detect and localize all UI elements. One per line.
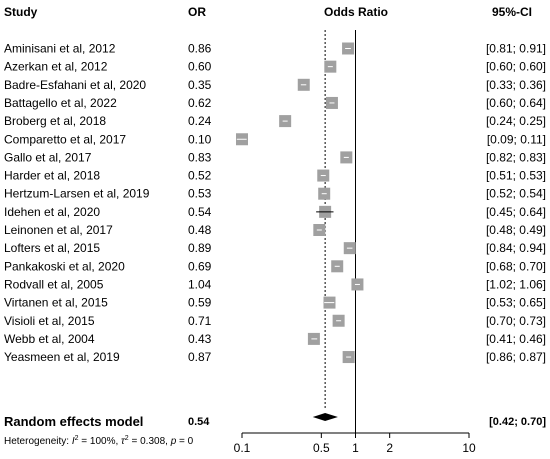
study-or: 0.52 bbox=[188, 169, 212, 183]
study-or: 0.71 bbox=[188, 314, 212, 328]
study-label: Harder et al, 2018 bbox=[4, 169, 100, 183]
x-tick-label: 10 bbox=[462, 441, 476, 455]
study-label: Broberg et al, 2018 bbox=[4, 114, 106, 128]
study-ci: [0.53; 0.65] bbox=[486, 296, 546, 310]
x-tick-label: 2 bbox=[386, 441, 393, 455]
study-rows: Aminisani et al, 2012 0.86 [0.81; 0.91] Aze… bbox=[4, 42, 546, 365]
study-ci: [0.81; 0.91] bbox=[486, 42, 546, 56]
header-ci: 95%-CI bbox=[492, 5, 532, 19]
study-or: 0.87 bbox=[188, 350, 212, 364]
study-or: 0.59 bbox=[188, 296, 212, 310]
study-label: Battagello et al, 2022 bbox=[4, 96, 117, 110]
study-label: Hertzum-Larsen et al, 2019 bbox=[4, 187, 150, 201]
study-or: 0.10 bbox=[188, 132, 212, 146]
study-ci: [0.70; 0.73] bbox=[486, 314, 546, 328]
summary-diamond bbox=[312, 413, 338, 421]
study-ci: [0.52; 0.54] bbox=[486, 187, 546, 201]
study-or: 0.54 bbox=[188, 205, 212, 219]
study-or: 0.83 bbox=[188, 150, 212, 164]
study-or: 1.04 bbox=[188, 277, 212, 291]
study-label: Yeasmeen et al, 2019 bbox=[4, 350, 120, 364]
study-ci: [0.51; 0.53] bbox=[486, 169, 546, 183]
study-or: 0.69 bbox=[188, 259, 212, 273]
study-or: 0.53 bbox=[188, 187, 212, 201]
summary-or: 0.54 bbox=[188, 416, 210, 428]
study-or: 0.62 bbox=[188, 96, 212, 110]
study-label: Webb et al, 2004 bbox=[4, 332, 95, 346]
study-or: 0.89 bbox=[188, 241, 212, 255]
reference-lines bbox=[324, 30, 356, 433]
study-label: Idehen et al, 2020 bbox=[4, 205, 100, 219]
study-label: Pankakoski et al, 2020 bbox=[4, 259, 125, 273]
study-or: 0.86 bbox=[188, 42, 212, 56]
study-ci: [0.60; 0.60] bbox=[486, 60, 546, 74]
study-or: 0.60 bbox=[188, 60, 212, 74]
study-label: Gallo et al, 2017 bbox=[4, 150, 92, 164]
study-ci: [0.60; 0.64] bbox=[486, 96, 546, 110]
x-tick-label: 1 bbox=[352, 441, 359, 455]
study-label: Lofters et al, 2015 bbox=[4, 241, 100, 255]
study-label: Leinonen et al, 2017 bbox=[4, 223, 113, 237]
study-ci: [0.86; 0.87] bbox=[486, 350, 546, 364]
study-or: 0.48 bbox=[188, 223, 212, 237]
study-label: Comparetto et al, 2017 bbox=[4, 132, 126, 146]
study-label: Badre-Esfahani et al, 2020 bbox=[4, 78, 146, 92]
study-ci: [0.09; 0.11] bbox=[487, 132, 546, 146]
header-odds-ratio: Odds Ratio bbox=[324, 5, 388, 19]
study-or: 0.24 bbox=[188, 114, 212, 128]
study-label: Virtanen et al, 2015 bbox=[4, 296, 108, 310]
heterogeneity-text: Heterogeneity: I2 = 100%, τ2 = 0.308, p … bbox=[4, 435, 194, 447]
study-or: 0.43 bbox=[188, 332, 212, 346]
study-ci: [0.33; 0.36] bbox=[486, 78, 546, 92]
study-ci: [1.02; 1.06] bbox=[486, 277, 546, 291]
study-label: Aminisani et al, 2012 bbox=[4, 42, 116, 56]
study-ci: [0.68; 0.70] bbox=[486, 259, 546, 273]
study-label: Visioli et al, 2015 bbox=[4, 314, 95, 328]
header-study: Study bbox=[4, 5, 38, 19]
study-label: Rodvall et al, 2005 bbox=[4, 277, 104, 291]
study-ci: [0.41; 0.46] bbox=[486, 332, 546, 346]
summary-label: Random effects model bbox=[4, 414, 143, 429]
x-tick-label: 0.1 bbox=[234, 441, 251, 455]
summary-ci: [0.42; 0.70] bbox=[489, 416, 546, 428]
study-label: Azerkan et al, 2012 bbox=[4, 60, 108, 74]
study-ci: [0.82; 0.83] bbox=[486, 150, 546, 164]
study-or: 0.35 bbox=[188, 78, 212, 92]
x-tick-label: 0.5 bbox=[313, 441, 330, 455]
study-ci: [0.45; 0.64] bbox=[486, 205, 546, 219]
study-ci: [0.84; 0.94] bbox=[486, 241, 546, 255]
study-ci: [0.48; 0.49] bbox=[486, 223, 546, 237]
x-axis: 0.1 0.5 1 2 10 bbox=[234, 432, 476, 455]
header-or: OR bbox=[188, 5, 206, 19]
study-ci: [0.24; 0.25] bbox=[486, 114, 546, 128]
